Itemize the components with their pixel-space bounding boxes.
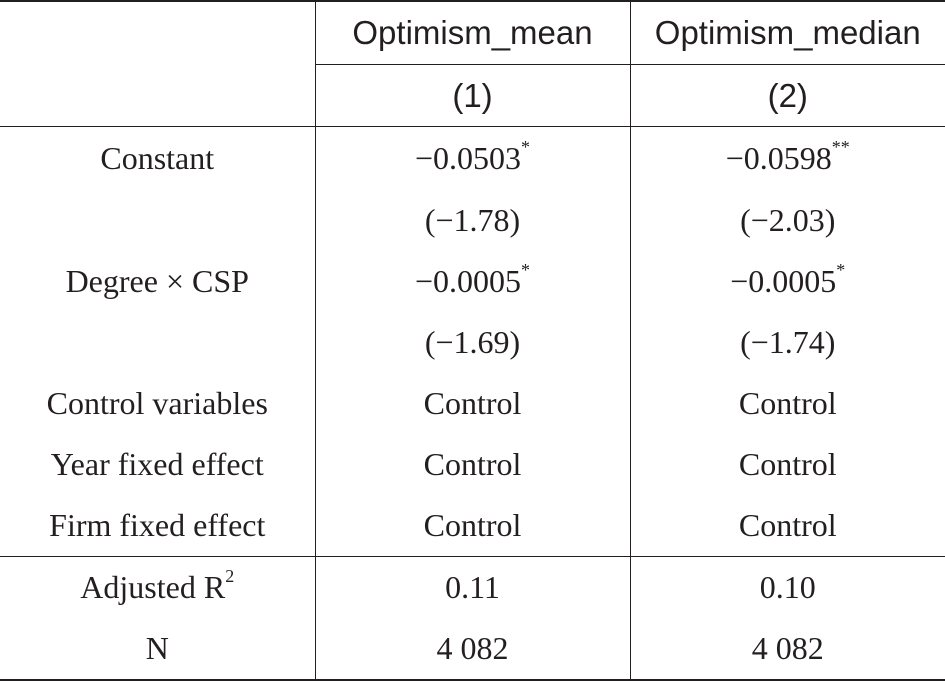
t-stat-cell: (−1.78) (315, 190, 631, 251)
stat-value: 0.11 (315, 556, 631, 618)
significance-stars: * (521, 137, 531, 158)
header-corner-cell-2 (0, 64, 316, 127)
stats-row: N 4 082 4 082 (0, 618, 945, 681)
t-stat-cell: (−1.74) (740, 324, 836, 360)
row-label (0, 190, 316, 251)
table-row: Year fixed effect Control Control (0, 434, 945, 495)
row-label: Degree × CSP (0, 251, 316, 312)
control-cell: Control (315, 495, 631, 557)
column-header-optimism-median: Optimism_median (630, 0, 945, 65)
coef-value: −0.0598 (725, 140, 832, 176)
table-row: (−1.78) (−2.03) (0, 190, 945, 251)
stat-value: 4 082 (315, 618, 631, 681)
coef-cell: −0.0503* (315, 126, 631, 190)
control-cell: Control (738, 385, 837, 421)
table-row: (−1.69) (−1.74) (0, 312, 945, 373)
stat-value: 4 082 (630, 618, 945, 681)
row-label: Control variables (0, 373, 316, 434)
coef-cell: −0.0598** (630, 127, 945, 191)
stat-label-text: Adjusted R (80, 569, 226, 605)
stat-label-superscript: 2 (225, 566, 235, 587)
t-stat-cell: (−2.03) (740, 202, 836, 238)
row-label: Year fixed effect (0, 434, 316, 495)
column-number-2: (2) (630, 64, 945, 127)
significance-stars: ** (831, 137, 850, 158)
row-label: Firm fixed effect (0, 495, 316, 557)
table-row: Constant −0.0503* −0.0598** (0, 126, 945, 191)
coef-cell: −0.0005* (315, 251, 631, 312)
row-label: Constant (0, 126, 316, 190)
significance-stars: * (836, 260, 846, 281)
stats-row: Adjusted R2 0.11 0.10 (0, 556, 945, 618)
control-cell: Control (738, 446, 837, 482)
control-cell: Control (315, 434, 631, 495)
stat-label: N (0, 618, 316, 681)
coef-cell: −0.0005* (630, 251, 945, 312)
significance-stars: * (521, 260, 531, 281)
coef-value: −0.0503 (414, 140, 522, 176)
header-row-names: Optimism_mean Optimism_median (0, 0, 945, 65)
table-row: Degree × CSP −0.0005* −0.0005* (0, 251, 945, 312)
column-number-1: (1) (315, 64, 631, 127)
coef-value: −0.0005 (730, 263, 837, 299)
stat-label-text: N (145, 630, 169, 666)
t-stat-cell: (−1.69) (315, 312, 631, 373)
stat-value: 0.10 (759, 569, 816, 605)
control-cell: Control (315, 373, 631, 434)
table-row: Firm fixed effect Control Control (0, 495, 945, 557)
row-label (0, 312, 316, 373)
coef-value: −0.0005 (414, 263, 522, 299)
column-header-optimism-mean: Optimism_mean (315, 0, 631, 65)
stat-label: Adjusted R2 (0, 556, 316, 618)
header-corner-cell (0, 0, 316, 65)
table-row: Control variables Control Control (0, 373, 945, 434)
header-row-numbers: (1) (2) (0, 64, 945, 127)
control-cell: Control (630, 495, 945, 557)
